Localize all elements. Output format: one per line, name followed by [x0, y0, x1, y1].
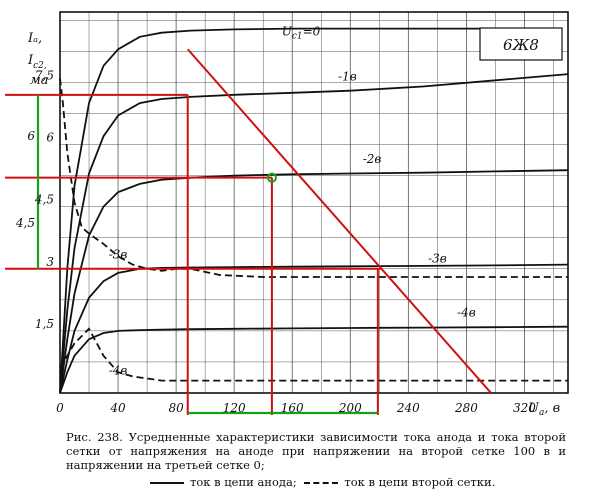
y-axis-label-grid: Ic2, [27, 53, 47, 71]
tube-label-box [479, 27, 563, 61]
legend: ток в цепи анода; ток в цепи второй сетк… [150, 475, 580, 489]
x-tick-label-6: 240 [396, 401, 420, 415]
plot-frame [59, 11, 569, 394]
series-line-2 [59, 169, 569, 394]
chart: 64,5 0 40 80 120 160 200 240 280 3201,534,567,5I… [5, 11, 569, 418]
x-tick-label-8: 320 [513, 401, 536, 415]
y-tick-label-4: 7,5 [35, 68, 54, 82]
x-tick-label-5: 200 [338, 401, 362, 415]
series-line-6 [59, 327, 568, 382]
green-v-span-label-0: 6 [27, 129, 35, 143]
green-v-span-label-1: 4,5 [15, 216, 35, 230]
x-tick-label-2: 80 [168, 401, 184, 415]
series-line-4 [59, 325, 569, 394]
grid [59, 11, 569, 394]
y-tick-label-3: 6 [46, 131, 54, 145]
x-axis-label: Ua, в [528, 401, 560, 418]
legend-solid-label: ток в цепи анода; [190, 475, 297, 489]
curve-label-0: -1в [338, 69, 357, 83]
y-axis-label-grid-sub: c2, [33, 61, 47, 71]
legend-dashed-swatch [304, 482, 339, 484]
curves [59, 27, 569, 394]
y-tick-label-0: 1,5 [35, 317, 54, 331]
load-line [186, 48, 492, 394]
curve-label-1: -2в [363, 152, 382, 166]
y-tick-label-1: 3 [46, 255, 54, 269]
series-line-5 [59, 78, 568, 278]
curve-label-2: -3в [109, 247, 128, 261]
legend-solid-swatch [150, 482, 184, 484]
curve-label-ug1-sub: c1 [292, 32, 303, 42]
y-tick-label-2: 4,5 [34, 193, 54, 207]
curve-label-5: -4в [109, 363, 128, 377]
x-tick-label-4: 160 [281, 401, 304, 415]
labels: 0 40 80 120 160 200 240 280 320 1,5 3 4,5 6 7,5 Iₐ, Ic2… [27, 25, 563, 418]
series-line-0 [59, 27, 503, 394]
operating-point [266, 172, 277, 183]
curve-label-ug1-eq: =0 [303, 25, 321, 39]
tube-label: 6Ж8 [503, 36, 539, 54]
x-tick-label-7: 280 [454, 401, 478, 415]
curve-label-4: -4в [457, 305, 476, 319]
y-axis-unit: ма [30, 73, 49, 88]
annotations: 64,5 [5, 48, 492, 415]
y-axis-label-anode: Iₐ, [27, 31, 42, 46]
x-axis-label-unit: , в [544, 401, 560, 416]
x-tick-label-1: 40 [109, 401, 126, 415]
series-line-1 [59, 73, 569, 394]
x-tick-label-3: 120 [223, 401, 246, 415]
legend-dashed-label: ток в цепи второй сетки. [344, 475, 496, 489]
x-tick-label-0: 0 [56, 401, 64, 415]
figure-caption: Рис. 238. Усредненные характеристики зав… [66, 430, 566, 472]
curve-label-ug1: Uc1=0 [282, 25, 321, 42]
curve-label-3: -3в [428, 252, 447, 266]
x-axis-label-sub: a [539, 408, 544, 418]
